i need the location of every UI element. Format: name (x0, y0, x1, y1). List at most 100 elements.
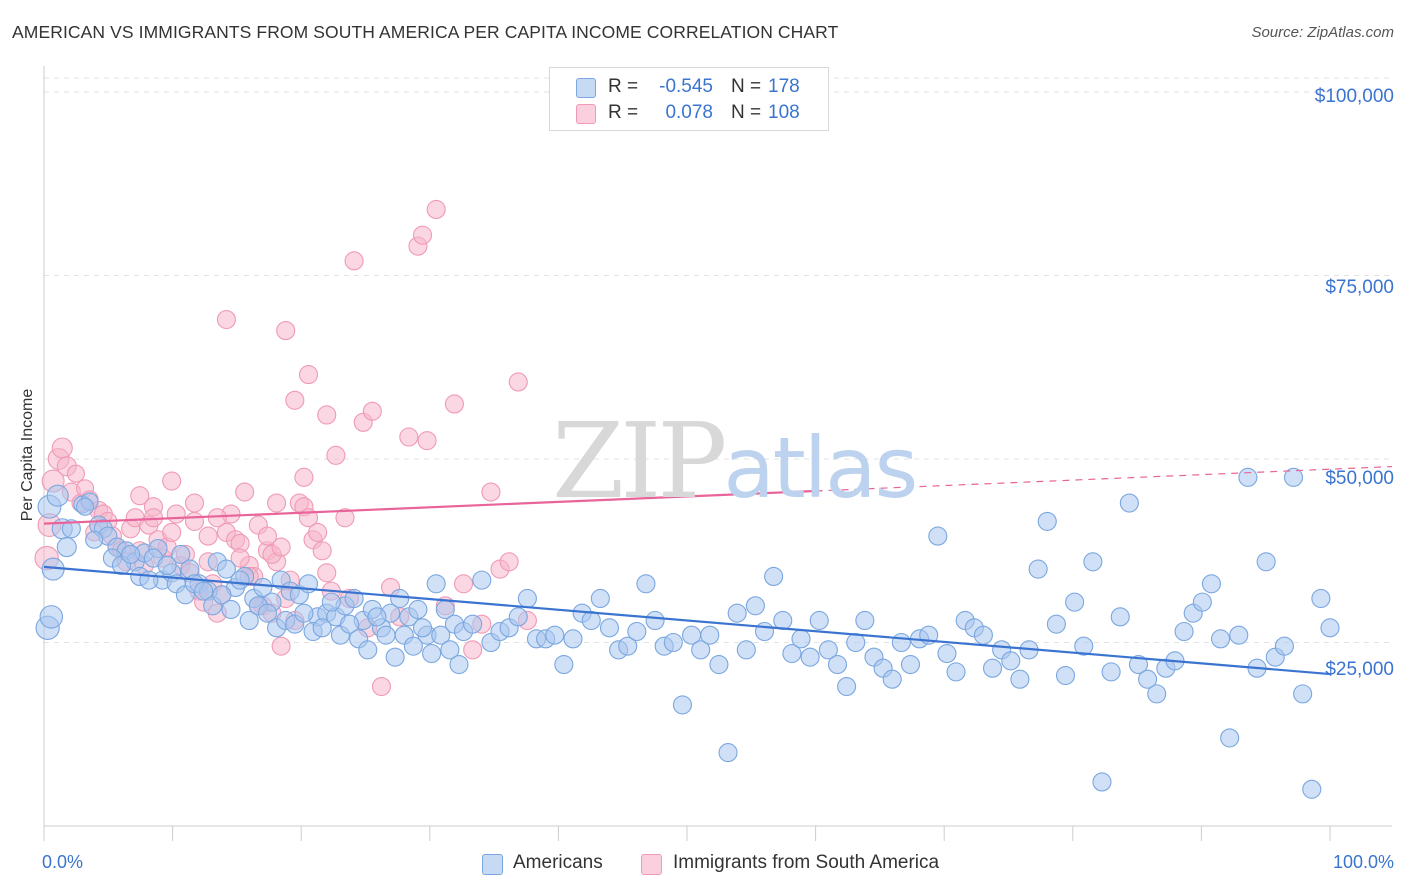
immigrants-point (317, 405, 337, 425)
americans-point (230, 570, 250, 590)
americans-point (1001, 651, 1021, 671)
immigrants-point (499, 552, 519, 572)
legend-n-label: N = (731, 102, 762, 123)
trend-lines (43, 465, 1393, 676)
legend-r-label: R = (608, 102, 639, 123)
americans-trend-line (43, 565, 1331, 676)
chart-source: Source: ZipAtlas.com (1251, 24, 1394, 41)
americans-point (1110, 607, 1130, 627)
legend-swatch-americans (482, 854, 503, 875)
immigrants-point (481, 482, 501, 502)
immigrants-point (399, 427, 419, 447)
immigrants-point (130, 486, 150, 506)
americans-point (882, 669, 902, 689)
immigrants-point (285, 390, 305, 410)
x-tick-label-min: 0.0% (42, 852, 84, 872)
immigrants-point (508, 372, 528, 392)
americans-point (1065, 592, 1085, 612)
americans-point (390, 588, 410, 609)
immigrants-point (271, 636, 291, 656)
watermark-zip: ZIP (552, 400, 727, 522)
americans-point (157, 555, 177, 575)
americans-point (216, 559, 236, 579)
immigrants-point (276, 321, 296, 341)
y-tick-label: $25,000 (1325, 659, 1394, 680)
americans-point (709, 654, 729, 675)
immigrants-point (198, 526, 218, 546)
legend-label-immigrants: Immigrants from South America (673, 852, 940, 873)
americans-point (312, 618, 332, 638)
immigrants-point (271, 537, 291, 557)
americans-point (1010, 669, 1030, 689)
americans-point (581, 610, 601, 631)
americans-point (339, 614, 360, 634)
immigrants-point (298, 365, 319, 385)
watermark: ZIPatlas (552, 400, 918, 522)
immigrants-point (166, 504, 186, 524)
americans-point (663, 632, 683, 653)
americans-point (171, 544, 191, 564)
immigrants-point (162, 471, 182, 491)
x-tick-label-max: 100.0% (1332, 852, 1394, 872)
americans-point (900, 654, 921, 675)
americans-point (545, 625, 565, 645)
americans-point (139, 570, 159, 590)
immigrants-point (335, 508, 355, 528)
americans-point (672, 695, 692, 715)
americans-point (517, 588, 537, 609)
americans-point (1311, 588, 1331, 609)
americans-point (846, 632, 866, 653)
immigrants-point (66, 464, 85, 483)
americans-point (408, 599, 428, 620)
americans-point (1046, 614, 1066, 634)
americans-point (1074, 636, 1094, 656)
americans-point (1083, 552, 1103, 572)
series-americans-points (35, 467, 1340, 799)
watermark-atlas: atlas (723, 419, 918, 517)
americans-point (1128, 654, 1149, 675)
americans-point (1119, 493, 1139, 513)
immigrants-point (257, 526, 278, 546)
series-legend: Americans Immigrants from South America (0, 852, 1406, 878)
immigrants-point (184, 493, 205, 513)
americans-point (1274, 636, 1294, 656)
americans-point (818, 640, 838, 660)
americans-point (1320, 618, 1340, 638)
immigrants-trend-line (43, 489, 816, 525)
americans-point (636, 574, 656, 594)
americans-point (827, 654, 848, 675)
americans-point (221, 599, 241, 620)
immigrants-point (362, 401, 382, 421)
americans-point (627, 621, 647, 642)
americans-point (46, 484, 69, 507)
americans-point (253, 577, 273, 598)
y-tick-label: $75,000 (1325, 277, 1394, 298)
immigrants-point (308, 522, 328, 542)
americans-point (121, 544, 141, 564)
legend-n-value: 178 (768, 76, 800, 97)
americans-point (809, 610, 829, 631)
legend-r-value: 0.078 (665, 102, 713, 123)
americans-point (385, 647, 405, 667)
americans-point (358, 640, 378, 660)
americans-point (982, 658, 1003, 678)
axes (43, 66, 1392, 841)
americans-point (508, 607, 528, 627)
immigrants-point (294, 467, 314, 487)
americans-point (791, 629, 811, 649)
legend-swatch-immigrants (641, 854, 662, 875)
americans-point (1220, 728, 1240, 748)
legend-n-label: N = (731, 76, 762, 97)
legend-n-value: 108 (768, 102, 800, 123)
legend-label-americans: Americans (513, 852, 603, 873)
americans-point (937, 643, 957, 664)
americans-point (1201, 574, 1221, 594)
americans-point (412, 618, 433, 638)
immigrants-point (51, 437, 73, 459)
immigrants-point (235, 482, 255, 502)
americans-point (1256, 552, 1276, 572)
americans-point (1302, 779, 1322, 799)
legend-r-label: R = (608, 76, 639, 97)
americans-point (618, 636, 638, 656)
americans-point (928, 526, 948, 546)
